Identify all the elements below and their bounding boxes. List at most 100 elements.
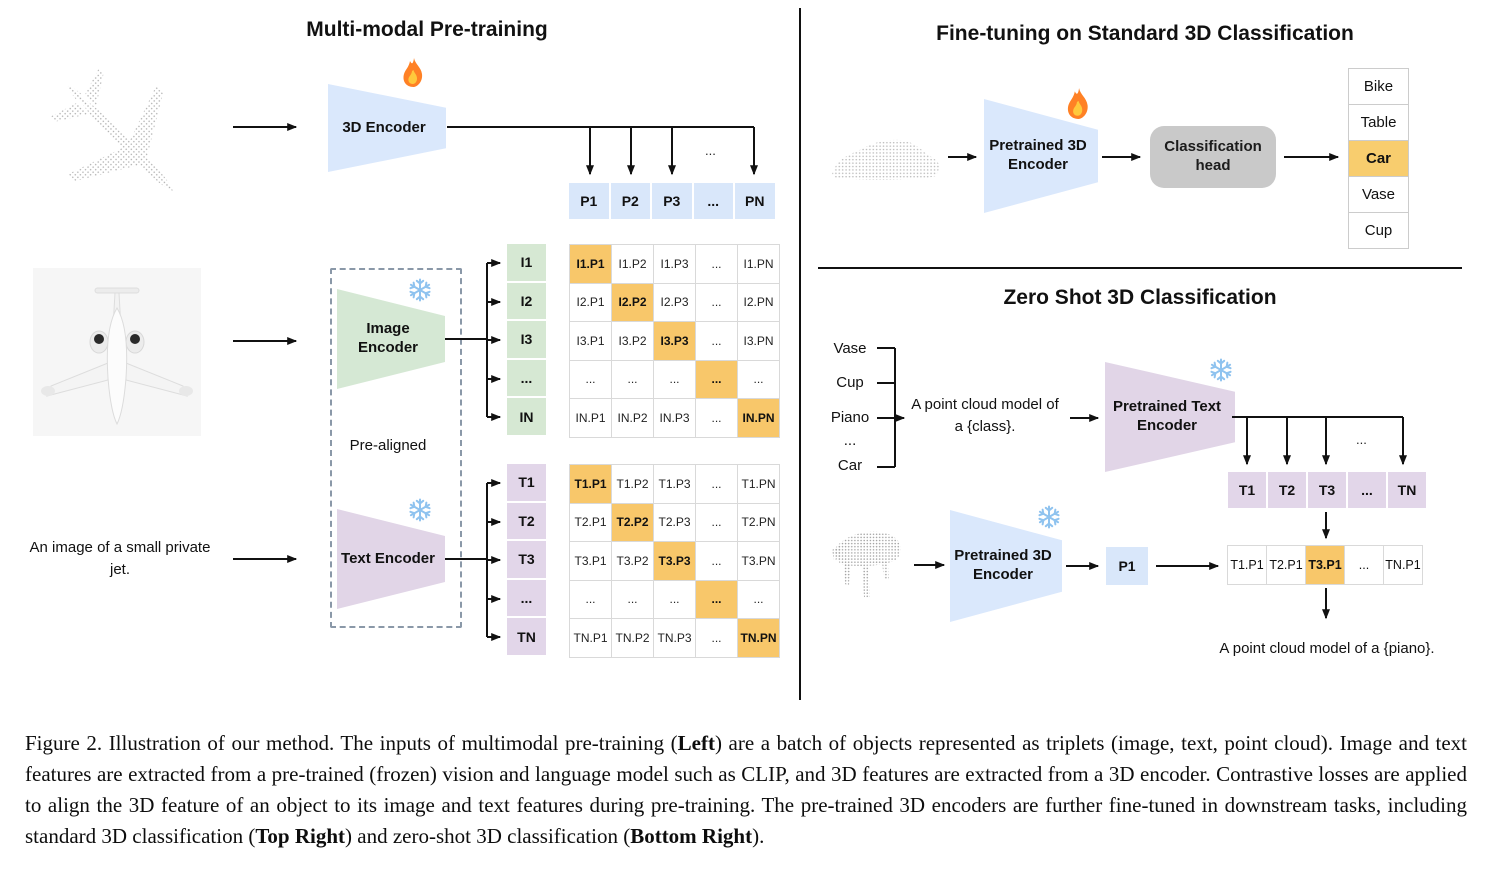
text-feature-cell: ... [507,579,546,617]
matrix-cell: ... [696,283,737,321]
zeroshot-class-word: Car [837,457,863,474]
matrix-cell: I3.P1 [570,322,611,360]
matrix-cell: T1.P1 [570,465,611,503]
similarity-cell: T2.P1 [1267,546,1305,584]
input-text-caption: An image of a small private jet. [29,539,211,578]
text-feature-cell: TN [1388,472,1426,508]
text-feature-cell: T2 [1268,472,1306,508]
matrix-cell: ... [738,580,779,618]
class-list-item: Bike [1349,69,1408,104]
matrix-cell: ... [612,360,653,398]
similarity-cell: T1.P1 [1228,546,1266,584]
3d-encoder-label: 3D Encoder [342,118,426,136]
p-drop-ellipsis: ... [705,143,716,158]
matrix-cell: ... [654,360,695,398]
image-feature-cell: I3 [507,321,546,358]
matrix-cell: ... [570,580,611,618]
matrix-cell: ... [696,580,737,618]
prompt-line-2: a {class}. [954,418,1016,435]
matrix-cell: T1.P3 [654,465,695,503]
3d-encoder: 3D Encoder [328,84,446,172]
matrix-cell: I1.PN [738,245,779,283]
zeroshot-class-word: ... [843,432,857,449]
zeroshot-panel-title: Zero Shot 3D Classification [1003,286,1277,309]
matrix-cell: TN.P2 [612,619,653,657]
flame-icon [403,58,423,87]
p-feature-row: P1 P2 P3... PN [569,183,775,219]
image-feature-cell: IN [507,398,546,435]
matrix-cell: I2.P2 [612,283,653,321]
text-feature-labels: T1 T2 T3... TN [507,464,546,655]
matrix-cell: I2.PN [738,283,779,321]
matrix-cell: ... [654,580,695,618]
flame-icon [1067,88,1088,119]
p-feature-cell: P3 [652,183,692,219]
matrix-cell: T2.P3 [654,503,695,541]
text-point-similarity-matrix: T1.P1 T1.P2 T1.P3... T1.PN T2.P1 T2.P2 T2.P3..… [569,464,780,658]
p-feature-cell: PN [735,183,775,219]
p-feature-cell: P1 [569,183,609,219]
image-encoder-label: Image Encoder [357,320,418,356]
piano-point-cloud-image [832,531,901,598]
classification-head-label: Classification head [1164,138,1262,174]
similarity-cell: T3.P1 [1306,546,1344,584]
zeroshot-class-words: Vase Cup Piano... Car [820,338,880,477]
matrix-cell: ... [696,360,737,398]
image-feature-cell: ... [507,359,546,397]
figure-caption: Figure 2. Illustration of our method. Th… [25,731,1467,848]
text-feature-cell: TN [507,618,546,655]
matrix-cell: I3.P3 [654,322,695,360]
matrix-cell: I1.P3 [654,245,695,283]
matrix-cell: I3.P2 [612,322,653,360]
matrix-cell: ... [696,245,737,283]
snowflake-icon [409,498,431,522]
matrix-cell: IN.P2 [612,399,653,437]
zeroshot-class-word: Vase [833,340,867,357]
text-feature-cell: T1 [1228,472,1266,508]
matrix-cell: T2.PN [738,503,779,541]
airplane-point-cloud-image [50,68,173,191]
matrix-cell: ... [696,503,737,541]
classification-head: Classification head [1150,126,1276,188]
left-panel-title: Multi-modal Pre-training [306,18,548,41]
pre-aligned-label: Pre-aligned [349,437,427,454]
matrix-cell: IN.P3 [654,399,695,437]
matrix-cell: I2.P1 [570,283,611,321]
matrix-cell: T3.PN [738,542,779,580]
p1-feature-cell: P1 [1106,547,1148,585]
similarity-cell: ... [1345,546,1383,584]
pretrained-3d-encoder-zeroshot-label: Pretrained 3D Encoder [954,547,1052,583]
finetune-panel-title: Fine-tuning on Standard 3D Classificatio… [936,22,1354,45]
matrix-cell: IN.P1 [570,399,611,437]
matrix-cell: TN.P3 [654,619,695,657]
class-list-item: Vase [1349,177,1408,212]
image-feature-labels: I1 I2 I3... IN [507,244,546,435]
matrix-cell: ... [696,399,737,437]
image-feature-cell: I1 [507,244,546,281]
matrix-cell: T1.PN [738,465,779,503]
jet-photo-image [33,268,201,436]
text-feature-cell: T1 [507,464,546,501]
matrix-cell: ... [696,542,737,580]
matrix-cell: T2.P2 [612,503,653,541]
zeroshot-similarity-row: T1.P1 T2.P1 T3.P1... TN.P1 [1227,545,1423,585]
text-feature-cell: T3 [507,541,546,578]
matrix-cell: I1.P2 [612,245,653,283]
class-list-item: Cup [1349,213,1408,248]
matrix-cell: ... [570,360,611,398]
p-feature-cell: ... [693,183,733,219]
matrix-cell: T1.P2 [612,465,653,503]
matrix-cell: TN.P1 [570,619,611,657]
matrix-cell: ... [612,580,653,618]
p-feature-cell: P2 [610,183,650,219]
snowflake-icon [409,278,431,302]
image-point-similarity-matrix: I1.P1 I1.P2 I1.P3... I1.PN I2.P1 I2.P2 I2.P3..… [569,244,780,438]
matrix-cell: I1.P1 [570,245,611,283]
image-feature-cell: I2 [507,282,546,320]
text-feature-cell: ... [1348,472,1386,508]
matrix-cell: ... [696,619,737,657]
matrix-cell: I2.P3 [654,283,695,321]
matrix-cell: T3.P1 [570,542,611,580]
pretrained-3d-encoder-finetune-label: Pretrained 3D Encoder [989,137,1087,173]
